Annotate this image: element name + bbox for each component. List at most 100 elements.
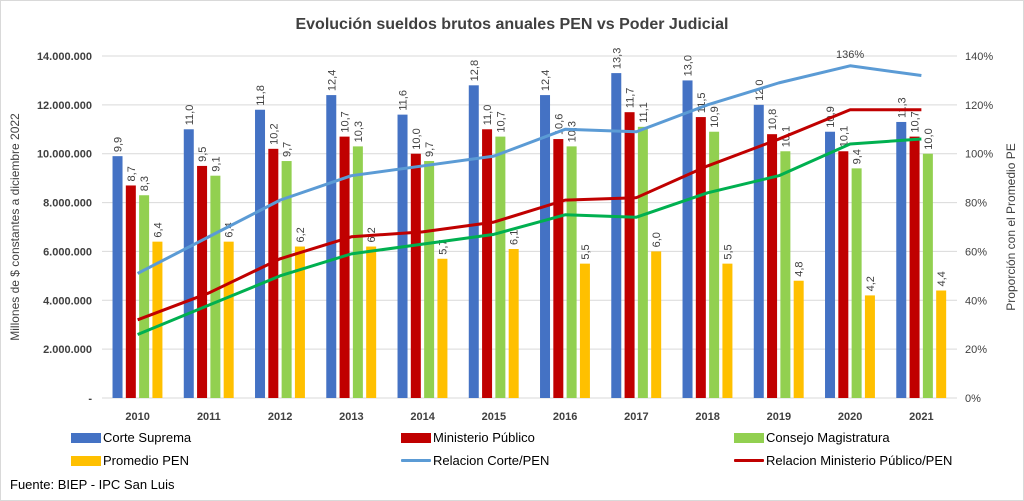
- data-label: 12,4: [540, 70, 552, 91]
- bar-2012: [281, 161, 292, 398]
- bar-2010: [152, 241, 163, 398]
- bar-2017: [611, 73, 622, 398]
- data-label: 12,4: [326, 70, 338, 91]
- data-label: 12,8: [469, 60, 481, 81]
- y-tick-label: 6.000.000: [43, 246, 92, 258]
- legend-label: Relacion Ministerio Público/PEN: [766, 453, 953, 468]
- data-label: 10,7: [910, 111, 922, 132]
- bar-2016: [553, 139, 564, 399]
- line-series-2: [137, 137, 922, 336]
- x-tick-label: 2012: [268, 411, 292, 423]
- legend-promedio-pen: Promedio PEN: [71, 453, 189, 468]
- y2-tick-label: 100%: [965, 149, 993, 161]
- data-label: 8,3: [139, 176, 151, 191]
- data-label: 10,2: [268, 123, 280, 144]
- data-label: 11,8: [255, 85, 267, 106]
- bar-2014: [410, 153, 421, 398]
- y-tick-label: 12.000.000: [37, 100, 92, 112]
- y-tick-label: 10.000.000: [37, 149, 92, 161]
- y-tick-label: 14.000.000: [37, 51, 92, 63]
- bar-2014: [397, 114, 408, 398]
- data-label: 11,1: [638, 102, 650, 123]
- bar-2013: [326, 95, 337, 398]
- legend-label: Corte Suprema: [103, 430, 192, 445]
- data-label: 9,9: [113, 137, 125, 152]
- bar-2018: [722, 263, 733, 398]
- y2-tick-label: 40%: [965, 295, 987, 307]
- y-tick-label: 4.000.000: [43, 295, 92, 307]
- data-label: 6,2: [295, 227, 307, 242]
- legend-line: [734, 459, 764, 462]
- bar-2020: [864, 295, 875, 398]
- data-label: 6,4: [152, 222, 164, 237]
- x-tick-label: 2014: [410, 411, 435, 423]
- y2-tick-label: 60%: [965, 246, 987, 258]
- data-label: 10,3: [567, 121, 579, 142]
- x-tick-label: 2021: [909, 411, 933, 423]
- y-tick-label: -: [88, 393, 92, 405]
- data-label: 11,3: [896, 97, 908, 118]
- chart-title: Evolución sueldos brutos anuales PEN vs …: [295, 16, 728, 33]
- bar-2020: [851, 168, 862, 398]
- x-tick-label: 2018: [695, 411, 719, 423]
- y2-tick-label: 20%: [965, 344, 987, 356]
- y2-axis-title: Proporción con el Promedio PE: [1004, 143, 1018, 310]
- data-label: 13,3: [611, 48, 623, 69]
- legend-swatch: [71, 432, 101, 443]
- bar-2011: [223, 241, 234, 398]
- data-label: 10,9: [709, 106, 721, 127]
- legend-label: Consejo Magistratura: [766, 430, 890, 445]
- bar-2018: [682, 80, 693, 398]
- x-tick-label: 2016: [553, 411, 577, 423]
- x-tick-label: 2011: [197, 411, 221, 423]
- line-series-0: [136, 64, 922, 275]
- x-tick-label: 2019: [767, 411, 791, 423]
- bar-2011: [183, 129, 194, 399]
- bar-2020: [825, 131, 836, 398]
- bar-2015: [495, 136, 506, 398]
- data-label: 9,7: [282, 142, 294, 157]
- y-tick-label: 8.000.000: [43, 198, 92, 210]
- bar-2012: [268, 148, 279, 398]
- x-tick-label: 2013: [339, 411, 363, 423]
- data-label: 5,5: [722, 244, 734, 259]
- legend-label: Promedio PEN: [103, 453, 189, 468]
- data-label: 11,0: [482, 105, 494, 126]
- data-label: 10,1: [838, 126, 850, 147]
- legend-relacion-corte: Relacion Corte/PEN: [401, 453, 549, 468]
- y2-tick-label: 140%: [965, 51, 993, 63]
- bar-2019: [793, 280, 804, 398]
- data-label: 5,7: [437, 239, 449, 254]
- legend-swatch: [734, 432, 764, 443]
- data-label: 4,4: [936, 271, 948, 286]
- bar-2011: [210, 175, 221, 398]
- bar-2017: [624, 112, 635, 398]
- bar-2019: [780, 151, 791, 398]
- bar-2012: [294, 246, 305, 398]
- data-label: 10,0: [411, 128, 423, 149]
- bar-2018: [709, 131, 720, 398]
- bar-2016: [540, 95, 551, 398]
- legend-line: [401, 459, 431, 462]
- legend-corte-suprema: Corte Suprema: [71, 430, 191, 445]
- data-label: 13,0: [683, 55, 695, 76]
- y-axis-title: Millones de $ constantes a diciembre 202…: [8, 113, 22, 341]
- x-tick-label: 2020: [838, 411, 862, 423]
- data-label: 11,6: [398, 90, 410, 111]
- data-label: 9,5: [197, 147, 209, 162]
- bar-2021: [896, 121, 907, 398]
- y2-tick-label: 80%: [965, 198, 987, 210]
- data-label: 4,8: [794, 261, 806, 276]
- chart-svg: Evolución sueldos brutos anuales PEN vs …: [8, 16, 1018, 423]
- bar-2011: [197, 165, 208, 398]
- bar-2017: [651, 251, 662, 398]
- source-note: Fuente: BIEP - IPC San Luis: [10, 477, 175, 492]
- bar-2015: [482, 129, 493, 399]
- data-label: 9,7: [424, 142, 436, 157]
- data-label: 4,2: [865, 276, 877, 291]
- data-label: 6,1: [509, 230, 521, 245]
- data-label: 10,8: [767, 109, 779, 130]
- data-label: 8,7: [126, 166, 138, 181]
- legend-relacion-ministerio: Relacion Ministerio Público/PEN: [734, 453, 952, 468]
